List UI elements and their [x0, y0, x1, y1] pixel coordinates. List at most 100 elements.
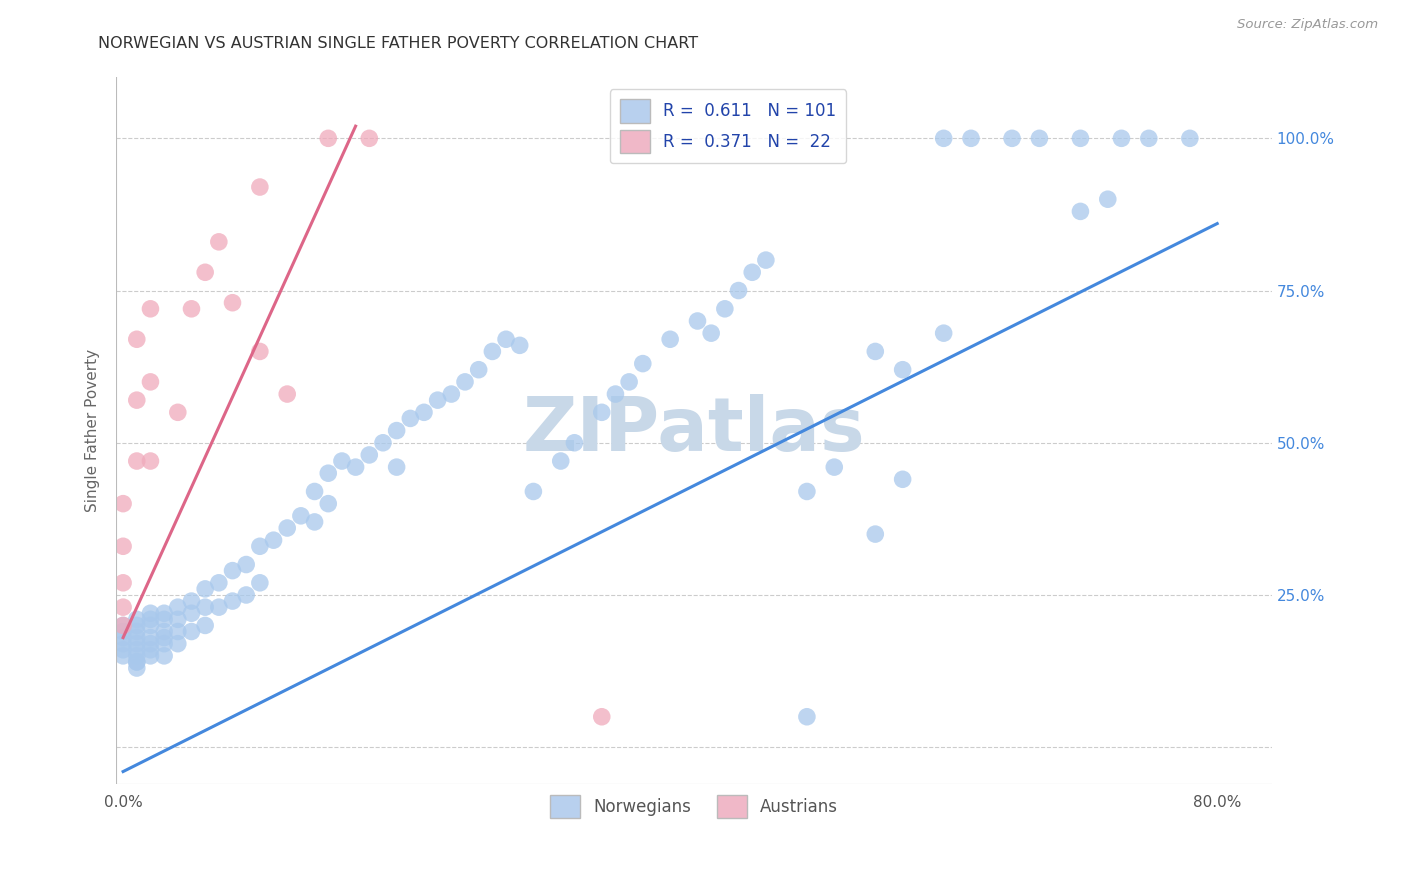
Point — [304, 484, 326, 499]
Point — [139, 454, 162, 468]
Point — [564, 435, 586, 450]
Point — [153, 631, 176, 645]
Point — [166, 637, 188, 651]
Point — [932, 131, 955, 145]
Point — [166, 624, 188, 639]
Point — [755, 253, 778, 268]
Point — [891, 472, 914, 486]
Point — [371, 435, 394, 450]
Legend: Norwegians, Austrians: Norwegians, Austrians — [544, 788, 845, 825]
Point — [467, 362, 489, 376]
Point — [180, 301, 202, 316]
Point — [960, 131, 983, 145]
Point — [631, 357, 654, 371]
Point — [125, 661, 148, 675]
Point — [1111, 131, 1133, 145]
Point — [316, 467, 339, 481]
Point — [166, 612, 188, 626]
Point — [1069, 204, 1091, 219]
Point — [865, 344, 887, 359]
Point — [495, 332, 517, 346]
Point — [112, 618, 135, 632]
Point — [153, 648, 176, 663]
Point — [139, 375, 162, 389]
Point — [139, 637, 162, 651]
Point — [741, 265, 763, 279]
Point — [153, 606, 176, 620]
Point — [125, 393, 148, 408]
Point — [454, 375, 477, 389]
Point — [221, 594, 243, 608]
Point — [276, 387, 298, 401]
Point — [385, 424, 408, 438]
Point — [125, 642, 148, 657]
Point — [112, 539, 135, 553]
Text: NORWEGIAN VS AUSTRIAN SINGLE FATHER POVERTY CORRELATION CHART: NORWEGIAN VS AUSTRIAN SINGLE FATHER POVE… — [98, 36, 699, 51]
Point — [550, 454, 572, 468]
Point — [125, 618, 148, 632]
Point — [796, 484, 818, 499]
Point — [235, 588, 257, 602]
Point — [1137, 131, 1160, 145]
Point — [153, 624, 176, 639]
Point — [686, 314, 709, 328]
Point — [112, 618, 135, 632]
Point — [139, 631, 162, 645]
Point — [112, 648, 135, 663]
Point — [153, 637, 176, 651]
Point — [316, 497, 339, 511]
Point — [139, 606, 162, 620]
Point — [700, 326, 723, 341]
Point — [1178, 131, 1201, 145]
Point — [440, 387, 463, 401]
Point — [221, 295, 243, 310]
Point — [125, 612, 148, 626]
Point — [714, 301, 737, 316]
Text: ZIPatlas: ZIPatlas — [523, 394, 866, 467]
Point — [166, 405, 188, 419]
Point — [304, 515, 326, 529]
Point — [221, 564, 243, 578]
Point — [112, 600, 135, 615]
Point — [249, 180, 271, 194]
Point — [112, 624, 135, 639]
Point — [112, 575, 135, 590]
Point — [605, 387, 627, 401]
Point — [426, 393, 449, 408]
Point — [1001, 131, 1024, 145]
Point — [139, 612, 162, 626]
Point — [1097, 192, 1119, 206]
Point — [139, 642, 162, 657]
Point — [249, 539, 271, 553]
Point — [359, 131, 381, 145]
Point — [249, 344, 271, 359]
Point — [1069, 131, 1091, 145]
Point — [112, 642, 135, 657]
Point — [125, 648, 148, 663]
Point — [509, 338, 531, 352]
Point — [125, 637, 148, 651]
Point — [249, 575, 271, 590]
Point — [139, 301, 162, 316]
Point — [413, 405, 436, 419]
Point — [891, 362, 914, 376]
Point — [194, 600, 217, 615]
Point — [208, 600, 231, 615]
Point — [399, 411, 422, 425]
Point — [208, 575, 231, 590]
Point — [125, 454, 148, 468]
Point — [125, 332, 148, 346]
Point — [194, 582, 217, 596]
Point — [823, 460, 845, 475]
Point — [344, 460, 367, 475]
Point — [112, 631, 135, 645]
Point — [139, 618, 162, 632]
Point — [208, 235, 231, 249]
Point — [180, 594, 202, 608]
Point — [727, 284, 749, 298]
Point — [330, 454, 353, 468]
Point — [180, 624, 202, 639]
Text: Source: ZipAtlas.com: Source: ZipAtlas.com — [1237, 18, 1378, 31]
Point — [166, 600, 188, 615]
Point — [865, 527, 887, 541]
